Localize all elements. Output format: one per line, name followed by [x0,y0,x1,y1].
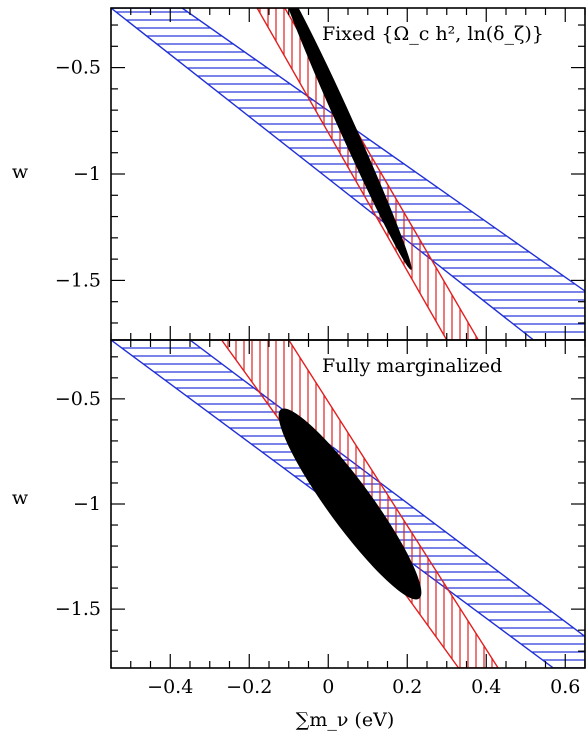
bottom-xtick-label: 0.2 [392,676,422,698]
top-blue-band [111,8,585,340]
top-ytick-label: −0.5 [55,57,101,79]
bottom-xtick-label: −0.4 [147,676,193,698]
x-axis-label: ∑m_ν (eV) [296,709,394,731]
top-ytick-label: −1.5 [55,269,101,291]
top-ticks: −0.5 −1 −1.5 [55,8,586,340]
bottom-xtick-label: −0.2 [226,676,272,698]
bottom-ylabel: w [12,487,29,509]
bottom-ticks: −0.5 −1 −1.5 −0.4 −0.2 0 0.2 0.4 0.6 [55,340,586,698]
panel-top: −0.5 −1 −1.5 Fixed {Ω_c h², ln(δ_ζ)} w [12,7,586,341]
bottom-frame [110,339,586,669]
top-ytick-label: −1 [73,163,101,185]
bottom-plot-area [111,340,585,668]
bottom-ytick-label: −1 [73,493,101,515]
top-plot-area [111,8,585,340]
top-ylabel: w [12,161,29,183]
bottom-ellipse [278,408,422,600]
panel-bottom: −0.5 −1 −1.5 −0.4 −0.2 0 0.2 0.4 0.6 Fully margi… [12,339,586,731]
top-panel-title: Fixed {Ω_c h², ln(δ_ζ)} [322,23,544,45]
bottom-xtick-label: 0.4 [471,676,501,698]
bottom-panel-title: Fully marginalized [322,355,502,377]
top-ellipse [280,8,412,270]
bottom-xtick-label: 0 [322,676,334,698]
bottom-xtick-label: 0.6 [550,676,580,698]
bottom-ytick-label: −0.5 [55,388,101,410]
bottom-ytick-label: −1.5 [55,598,101,620]
